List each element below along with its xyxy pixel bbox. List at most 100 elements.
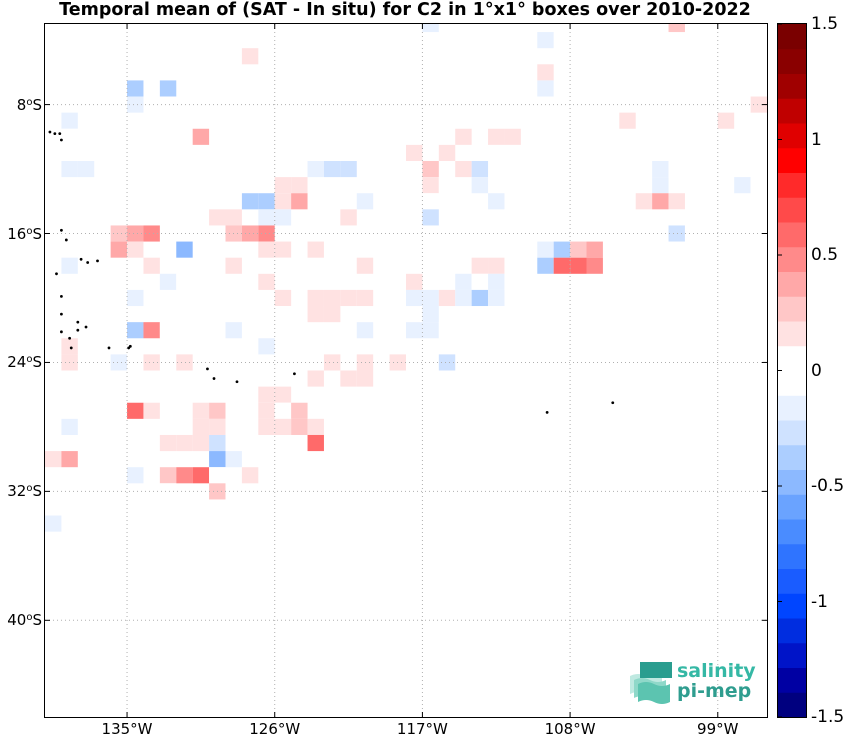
grid-cell [159,273,177,290]
colorbar-tick-label: 1.5 [811,14,839,34]
grid-cell [159,467,177,484]
grid-cell [110,225,128,242]
island-landmass [128,344,132,348]
grid-cell [422,193,439,210]
grid-cell [307,418,324,435]
grid-cell [94,499,111,516]
colorbar-segment [778,618,806,644]
grid-cell [192,418,210,435]
colorbar-segment [778,469,806,495]
lat-tick-label: 40oS [7,611,42,630]
grid-cell [127,402,144,419]
colorbar [777,23,807,718]
grid-cell [422,289,439,307]
grid-cell [504,128,521,145]
grid-cell [356,322,374,339]
colorbar-segment [778,444,806,470]
grid-cell [143,402,160,419]
grid-cell [717,112,735,129]
grid-cell [668,15,685,33]
grid-cell [258,225,275,242]
grid-cell [455,273,472,290]
grid-cell [356,193,374,210]
grid-cell [340,160,357,178]
colorbar-segment [778,370,806,396]
grid-cell [110,499,128,516]
grid-cell [110,306,128,323]
lat-tick-label: 16oS [7,224,42,243]
grid-cell [586,241,603,258]
grid-cell [635,160,653,178]
grid-cell [61,418,78,435]
grid-cell [274,306,292,323]
grid-cell [127,467,144,484]
grid-cell [225,322,242,339]
grid-cell [94,515,111,532]
island-landmass [76,328,80,332]
island-landmass [69,346,73,350]
grid-cell [340,289,357,307]
grid-cell [45,515,62,532]
lat-tick-label: 24oS [7,353,42,372]
grid-cell [668,225,685,242]
grid-cell [258,241,275,258]
grid-cell [471,177,489,194]
grid-cell [241,160,259,178]
island-landmass [60,228,63,232]
grid-cell [258,418,275,435]
grid-cell [406,354,423,371]
island-landmass [60,312,63,316]
colorbar-segment [778,494,806,520]
island-landmass [53,132,57,135]
grid-cell [291,177,308,194]
colorbar-segment [778,420,806,446]
colorbar-segment [778,543,806,569]
grid-cell [652,160,669,178]
grid-cell [570,241,587,258]
colorbar-segment [778,48,806,74]
grid-cell [274,241,292,258]
grid-cell [422,160,439,178]
colorbar-segment [778,568,806,594]
grid-cell [291,193,308,210]
island-landmass [86,261,90,264]
grid-cell [635,193,653,210]
colorbar-segment [778,692,806,718]
grid-cell [307,241,324,258]
grid-cell [389,322,406,339]
grid-cell [61,128,78,145]
grid-cell [570,257,587,274]
grid-cell [258,273,275,290]
grid-cell [127,241,144,258]
island-landmass [60,294,63,298]
grid-cell [209,209,226,226]
grid-cell [652,193,669,210]
grid-cell [373,273,390,290]
grid-cell [438,112,456,129]
grid-cell [45,177,62,194]
grid-cell [258,451,275,468]
grid-cell [307,370,324,387]
grid-cell [356,257,374,274]
grid-cell [406,289,423,307]
grid-cell [241,467,259,484]
colorbar-segment [778,246,806,272]
grid-cell [176,434,193,452]
grid-cell [406,144,423,161]
grid-cell [274,48,292,65]
grid-cell [209,402,226,419]
grid-cell [668,193,685,210]
grid-cell [455,112,472,129]
grid-cell [192,128,210,145]
grid-cell [241,193,259,210]
grid-cell [471,289,489,307]
grid-cell [323,160,341,178]
grid-cell [61,160,78,178]
map-plot-area[interactable] [28,15,784,718]
grid-cell [143,257,160,274]
grid-cell [471,160,489,178]
colorbar-segment [778,73,806,99]
colorbar-segment [778,123,806,149]
colorbar-segment [778,667,806,693]
grid-cell [422,177,439,194]
